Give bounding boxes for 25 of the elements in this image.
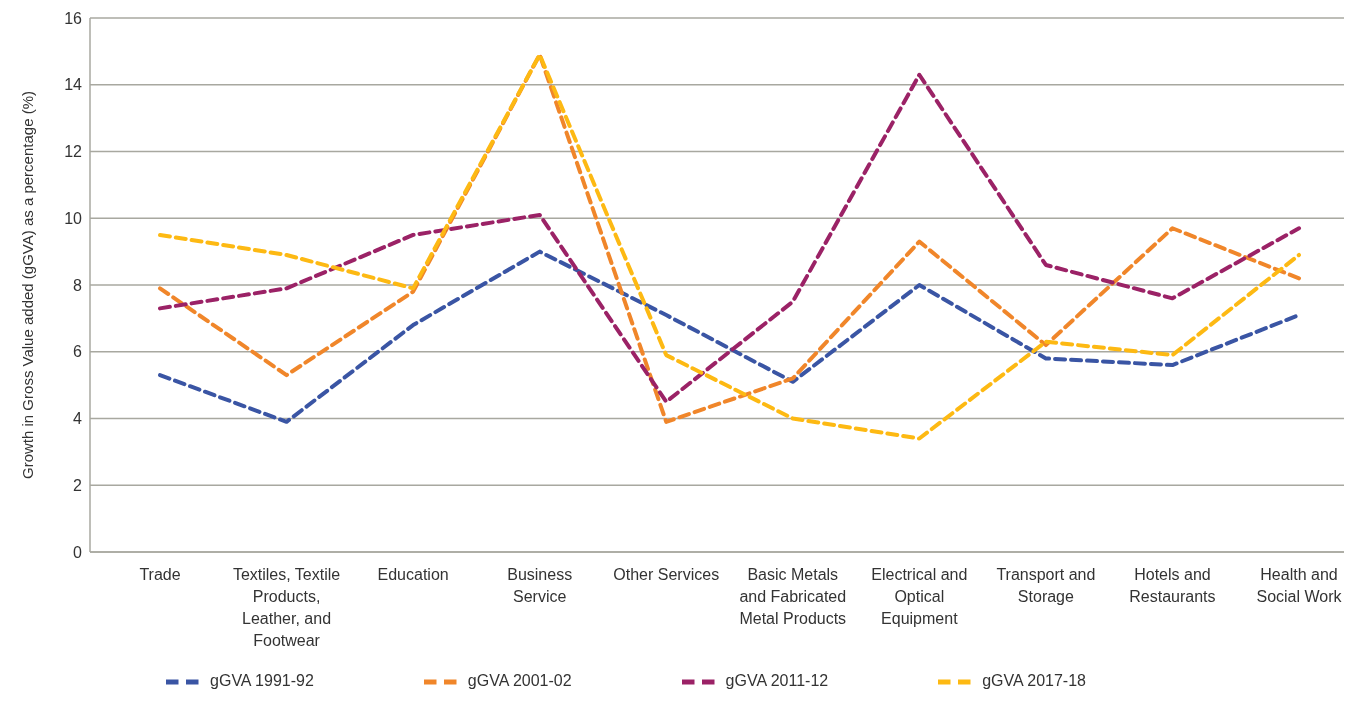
- x-tick-label: Education: [377, 566, 449, 583]
- legend-label: gGVA 2011-12: [725, 672, 829, 690]
- y-tick-label: 6: [73, 343, 83, 361]
- x-tick-label: Basic Metals and Fabricated Metal Products: [739, 566, 847, 627]
- legend-label: gGVA 2017-18: [982, 672, 1086, 690]
- x-tick-label: Health and Social Work: [1256, 566, 1343, 605]
- x-tick-label: Other Services: [613, 566, 720, 583]
- x-tick-label: Hotels and Restaurants: [1129, 566, 1216, 605]
- y-tick-label: 14: [64, 76, 83, 94]
- y-tick-label: 4: [73, 410, 83, 428]
- x-tick-label: Transport and Storage: [996, 566, 1096, 605]
- y-tick-label: 16: [64, 9, 83, 27]
- x-tick-label: Textiles, Textile Products, Leather, and Footwear: [232, 566, 341, 649]
- y-axis-title: Growth in Gross Value added (gGVA) as a percentage (%): [19, 91, 37, 479]
- legend-label: gGVA 2001-02: [467, 672, 572, 690]
- y-tick-label: 0: [73, 543, 83, 561]
- y-tick-label: 12: [64, 143, 83, 161]
- x-tick-label: Electrical and Optical Equipment: [871, 566, 968, 627]
- y-tick-label: 2: [73, 476, 83, 494]
- y-tick-label: 10: [64, 209, 83, 227]
- legend-label: gGVA 1991-92: [210, 672, 314, 690]
- x-tick-label: Trade: [139, 566, 181, 583]
- line-series: [158, 249, 1301, 424]
- y-tick-label: 8: [73, 276, 83, 294]
- x-tick-label: Business Service: [507, 566, 573, 605]
